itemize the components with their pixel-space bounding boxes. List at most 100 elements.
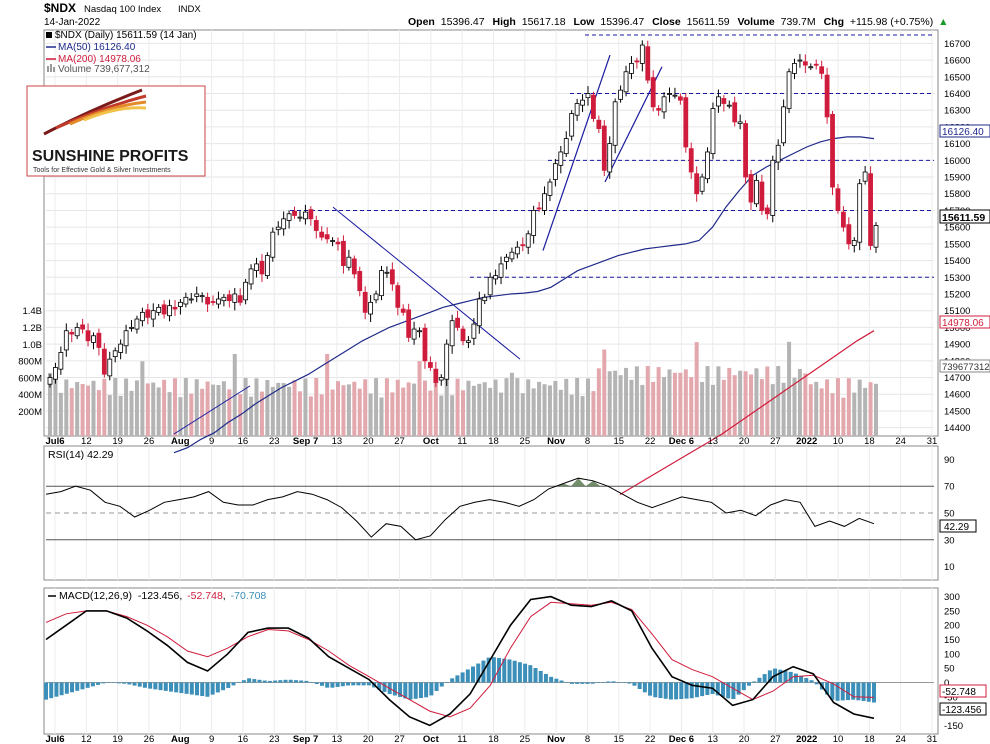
macd-histogram-bar	[658, 682, 663, 699]
volume-tick-label: 1.0B	[22, 340, 42, 351]
volume-bar	[216, 385, 221, 436]
volume-bar	[830, 393, 835, 436]
macd-histogram-bar	[293, 680, 298, 683]
candle-body	[216, 298, 221, 305]
candle-body	[438, 377, 444, 381]
macd-histogram-bar	[241, 680, 246, 683]
date-tick-label: Aug	[171, 436, 190, 447]
candle-body	[324, 234, 330, 240]
legend-ma50: MA(50) 16126.40	[58, 42, 136, 53]
macd-histogram-bar	[486, 657, 491, 683]
macd-histogram-bar	[736, 682, 741, 695]
volume-value: 739.7M	[781, 16, 816, 28]
volume-bar	[716, 366, 721, 436]
volume-bar	[841, 397, 846, 436]
volume-bar	[162, 379, 167, 436]
candle-body	[58, 352, 64, 370]
volume-tag	[939, 359, 990, 373]
macd-histogram-bar	[179, 682, 184, 694]
volume-bar	[151, 382, 156, 436]
price-tick-label: 15200	[944, 289, 970, 300]
macd-histogram-bar	[382, 682, 387, 692]
volume-tick-label: 600M	[18, 373, 42, 384]
candle-body	[232, 293, 238, 303]
macd-histogram-bar	[330, 682, 335, 688]
ohlc-line: Open 15396.47 High 15617.18 Low 15396.47…	[408, 16, 949, 28]
macd-histogram-bar	[720, 682, 725, 697]
volume-bar	[80, 384, 85, 436]
date-tick-label-bottom: 9	[209, 734, 214, 744]
macd-histogram-bar	[59, 682, 64, 696]
date-tick-label: 2022	[796, 436, 817, 447]
macd-histogram-bar	[455, 675, 460, 683]
macd-histogram-bar	[90, 682, 95, 687]
candle-body	[639, 44, 645, 64]
volume-bar	[91, 380, 96, 436]
macd-histogram-bar	[174, 682, 179, 693]
volume-bar	[569, 394, 574, 436]
volume-bar	[107, 395, 112, 436]
volume-bar	[211, 384, 216, 436]
candle-body	[123, 330, 129, 347]
candle-body	[862, 171, 868, 182]
candle-body	[406, 309, 412, 338]
date-tick-label: 19	[112, 436, 123, 447]
rsi-overbought-fill	[556, 478, 601, 487]
volume-bar	[656, 367, 661, 436]
volume-bar	[672, 372, 677, 436]
volume-bar	[200, 388, 205, 436]
volume-bar	[857, 379, 862, 436]
candle-body	[743, 123, 748, 178]
volume-bar	[667, 369, 672, 436]
macd-histogram-bar	[705, 682, 710, 696]
price-tags: 16126.40 15611.59 14978.06 739677312 42.…	[939, 124, 990, 716]
volume-bar	[48, 373, 52, 436]
volume-bar	[183, 378, 188, 436]
macd-histogram-bar	[54, 682, 59, 697]
macd-histogram-bar	[450, 678, 455, 683]
up-arrow-icon: ▲	[938, 16, 948, 28]
macd-histogram-bar	[153, 682, 158, 690]
rsi-line	[45, 477, 875, 541]
macd-histogram-bar	[106, 682, 111, 683]
downtrend-line	[332, 206, 521, 360]
date-tick-label: 25	[520, 436, 531, 447]
date-tick-label: 18	[488, 436, 499, 447]
macd-histogram-bar	[85, 682, 90, 688]
candle-body	[384, 271, 390, 274]
volume-bar	[303, 378, 308, 436]
volume-bar	[477, 383, 482, 436]
date-tick-label-bottom: 25	[520, 734, 531, 744]
candle-body	[645, 46, 651, 81]
candle-body	[786, 71, 792, 109]
candle-body	[781, 106, 787, 144]
macd-histogram-bar	[694, 682, 699, 698]
candle-body	[694, 173, 700, 195]
date-tick-label: 18	[864, 436, 875, 447]
price-tick-label: 16400	[944, 89, 970, 100]
price-tick-label: 15600	[944, 223, 970, 234]
macd-histogram-bar	[351, 682, 356, 686]
macd-histogram-bar	[471, 666, 476, 683]
macd-histogram-bar	[575, 682, 580, 684]
volume-bar	[754, 368, 759, 436]
volume-bar	[466, 380, 471, 436]
candle-body	[705, 151, 710, 180]
macd-histogram-bar	[642, 682, 647, 693]
macd-tag-text: -123.456	[942, 705, 982, 716]
volume-bar	[167, 392, 172, 436]
volume-bar	[401, 387, 406, 436]
volume-bar	[363, 379, 368, 436]
volume-bar	[140, 361, 145, 436]
logo-tagline: Tools for Effective Gold & Silver Invest…	[33, 167, 171, 174]
macd-histogram-bar	[637, 682, 642, 690]
candle-body	[80, 324, 86, 330]
macd-histogram-bar	[247, 678, 252, 683]
macd-histogram-bar	[283, 679, 288, 683]
volume-bar	[509, 372, 514, 436]
volume-bar	[629, 379, 634, 436]
candle-body	[286, 213, 292, 221]
candle-body	[254, 263, 259, 271]
price-tick-label: 14400	[944, 423, 970, 434]
candle-body	[514, 246, 520, 255]
